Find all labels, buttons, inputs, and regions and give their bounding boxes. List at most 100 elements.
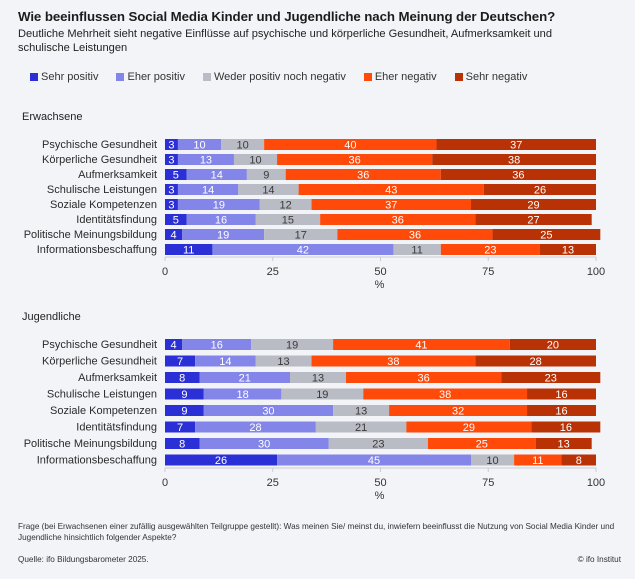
data-label: 10 xyxy=(486,455,498,467)
bar-segment xyxy=(363,388,528,400)
data-label: 19 xyxy=(286,340,298,352)
data-label: 17 xyxy=(295,230,307,242)
data-label: 36 xyxy=(417,373,429,385)
bar-segment xyxy=(501,372,601,383)
bar-segment xyxy=(165,372,200,383)
data-label: 38 xyxy=(387,356,399,368)
bar-segment xyxy=(221,139,265,150)
data-label: 14 xyxy=(202,185,214,197)
legend-label: Sehr positiv xyxy=(41,71,99,83)
panel-title-erwachsene: Erwachsene xyxy=(22,111,83,123)
bar-segment xyxy=(475,214,592,225)
data-label: 30 xyxy=(258,439,270,451)
data-label: 42 xyxy=(297,245,309,257)
x-tick-label: 75 xyxy=(482,266,494,278)
bar-segment xyxy=(527,388,596,400)
data-label: 36 xyxy=(409,230,421,242)
data-label: 9 xyxy=(181,406,187,418)
data-label: 9 xyxy=(181,389,187,401)
data-label: 10 xyxy=(193,140,205,152)
data-label: 23 xyxy=(484,245,496,257)
data-label: 36 xyxy=(349,155,361,167)
bar-segment xyxy=(165,388,204,400)
x-axis-label: % xyxy=(375,490,385,502)
bar-segment xyxy=(165,139,178,150)
bar-segment xyxy=(165,169,187,180)
data-label: 3 xyxy=(168,200,174,212)
legend-item-eher-positiv: Eher positiv xyxy=(116,71,185,83)
bar-segment xyxy=(389,405,528,416)
data-label: 19 xyxy=(316,389,328,401)
x-tick-label: 100 xyxy=(587,477,605,489)
bar-segment xyxy=(165,421,196,433)
data-label: 16 xyxy=(215,215,227,227)
data-label: 26 xyxy=(534,185,546,197)
category-label: Psychische Gesundheit xyxy=(42,139,157,151)
data-label: 29 xyxy=(527,200,539,212)
data-label: 21 xyxy=(355,422,367,434)
data-label: 36 xyxy=(392,215,404,227)
bar-segment xyxy=(514,454,562,466)
bar-segment xyxy=(298,184,484,195)
data-label: 45 xyxy=(368,455,380,467)
bar-segment xyxy=(238,184,299,195)
data-label: 11 xyxy=(411,245,422,257)
data-label: 13 xyxy=(312,373,324,385)
data-label: 3 xyxy=(168,155,174,167)
legend-swatch-eher-positiv xyxy=(116,73,125,81)
x-tick-label: 25 xyxy=(267,477,279,489)
bar-segment xyxy=(165,184,178,195)
category-label: Identitätsfindung xyxy=(76,214,157,226)
bar-segment xyxy=(277,154,433,165)
data-label: 43 xyxy=(385,185,397,197)
data-label: 28 xyxy=(249,422,261,434)
data-label: 23 xyxy=(372,439,384,451)
bar-segment xyxy=(285,169,441,180)
bar-segment xyxy=(165,154,178,165)
bar-segment xyxy=(337,229,493,240)
data-label: 21 xyxy=(239,373,251,385)
bar-segment xyxy=(535,438,592,449)
footnote-question: Frage (bei Erwachsenen einer zufällig au… xyxy=(18,522,615,542)
bar-segment xyxy=(165,438,200,449)
data-label: 26 xyxy=(215,455,227,467)
data-label: 5 xyxy=(173,170,179,182)
data-label: 9 xyxy=(263,170,269,182)
bar-segment xyxy=(539,244,596,255)
data-label: 18 xyxy=(236,389,248,401)
data-label: 7 xyxy=(177,356,183,368)
data-label: 19 xyxy=(213,200,225,212)
bar-segment xyxy=(186,214,256,225)
legend-label: Eher positiv xyxy=(127,71,185,83)
legend-item-eher-negativ: Eher negativ xyxy=(363,71,437,83)
data-label: 16 xyxy=(211,340,223,352)
legend-swatch-weder xyxy=(202,73,211,81)
data-label: 14 xyxy=(219,356,231,368)
bar-segment xyxy=(264,229,338,240)
category-label: Aufmerksamkeit xyxy=(78,169,157,181)
data-label: 27 xyxy=(527,215,539,227)
category-label: Identitätsfindung xyxy=(76,422,157,434)
bar-segment xyxy=(177,199,260,210)
bar-segment xyxy=(195,355,256,367)
bar-segment xyxy=(182,339,252,350)
bar-segment xyxy=(328,438,428,449)
bar-segment xyxy=(432,154,596,165)
data-label: 13 xyxy=(355,406,367,418)
data-label: 14 xyxy=(211,170,223,182)
bar-segment xyxy=(186,169,247,180)
data-label: 3 xyxy=(168,185,174,197)
bar-segment xyxy=(259,199,312,210)
data-label: 36 xyxy=(512,170,524,182)
data-label: 13 xyxy=(277,356,289,368)
bar-segment xyxy=(255,214,321,225)
bar-segment xyxy=(346,372,502,383)
data-label: 20 xyxy=(547,340,559,352)
data-label: 11 xyxy=(183,245,194,257)
data-label: 28 xyxy=(530,356,542,368)
bar-segment xyxy=(199,438,329,449)
legend-item-weder: Weder positiv noch negativ xyxy=(202,71,346,83)
data-label: 12 xyxy=(280,200,292,212)
x-tick-label: 0 xyxy=(162,266,168,278)
legend-label: Weder positiv noch negativ xyxy=(213,71,346,83)
